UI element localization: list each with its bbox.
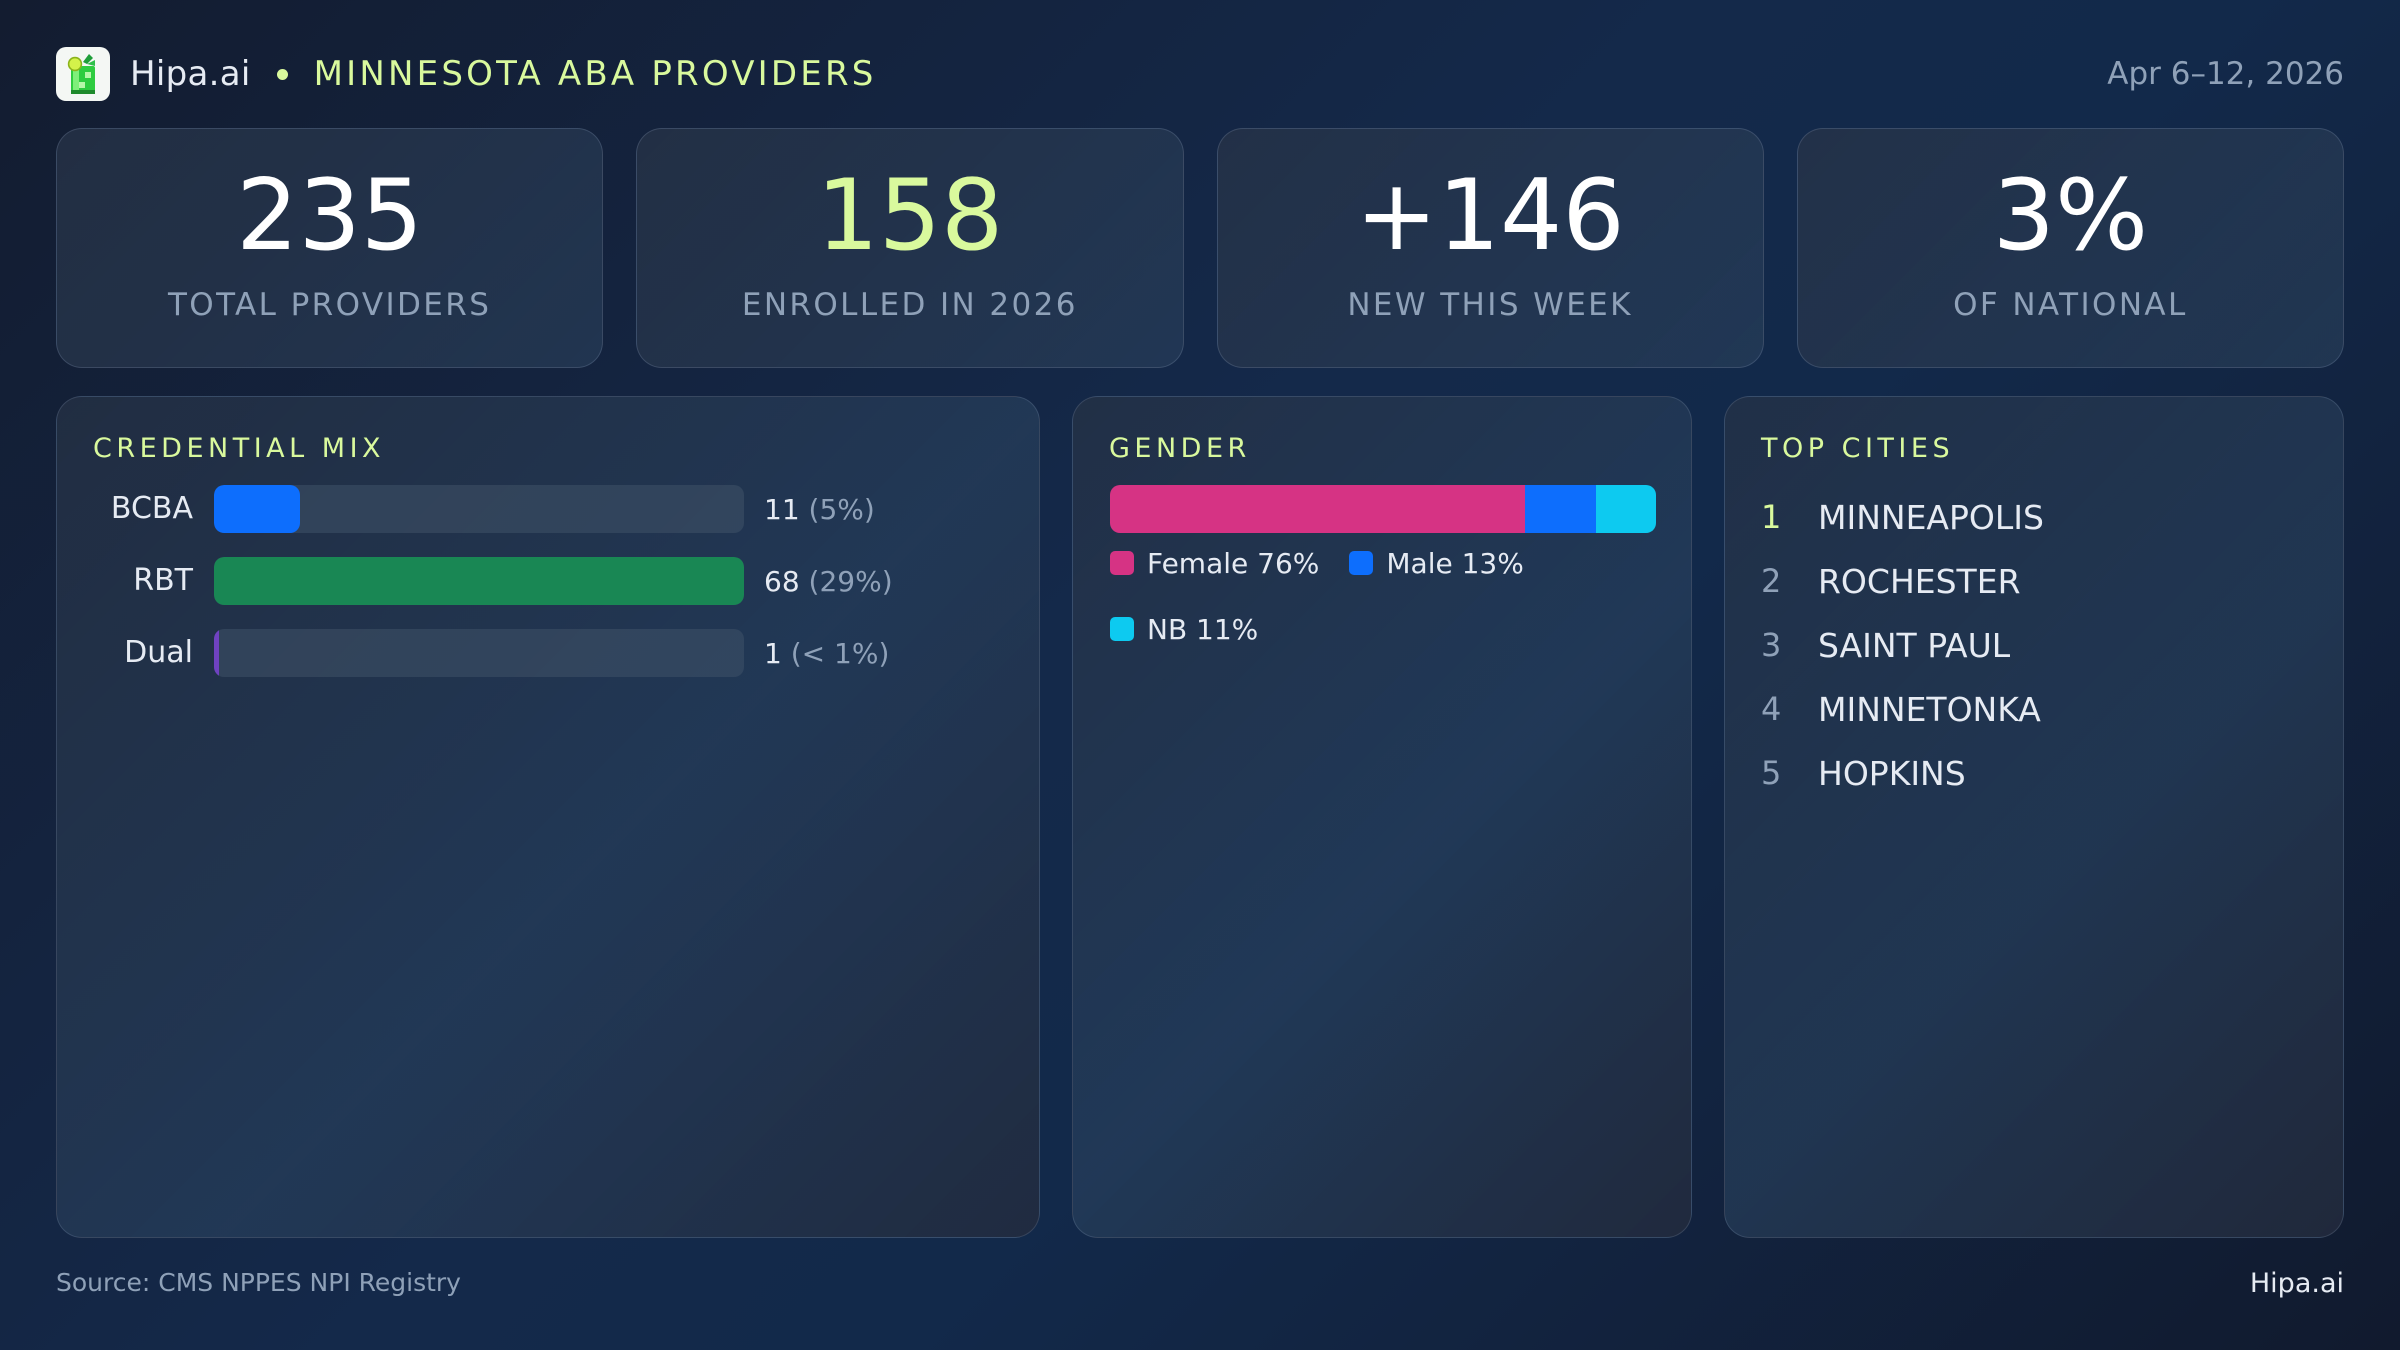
credential-count: 1 — [764, 637, 782, 670]
credential-row: Dual 1 (< 1%) — [57, 629, 1039, 677]
credential-count: 11 — [764, 493, 800, 526]
kpi-label: ENROLLED IN 2026 — [741, 287, 1078, 323]
panel-title: TOP CITIES — [1761, 433, 1955, 464]
credential-percent: (5%) — [808, 493, 875, 526]
gender-legend: Female 76% Male 13% NB 11% — [1110, 546, 1656, 646]
kpi-value: 3% — [1992, 159, 2149, 273]
bar-track — [214, 557, 744, 605]
gender-segment-female — [1110, 485, 1525, 533]
mojito-glass-icon — [56, 47, 110, 101]
header: Hipa.ai MINNESOTA ABA PROVIDERS Apr 6–12… — [56, 46, 2344, 102]
kpi-row: 235 TOTAL PROVIDERS 158 ENROLLED IN 2026… — [56, 128, 2344, 368]
gender-panel: GENDER Female 76% Male 13% NB 11% — [1072, 396, 1692, 1238]
city-name: ROCHESTER — [1818, 561, 2021, 601]
kpi-enrolled: 158 ENROLLED IN 2026 — [636, 128, 1184, 368]
list-item: 1 MINNEAPOLIS — [1761, 485, 2044, 549]
bar-fill — [214, 557, 744, 605]
list-item: 5 HOPKINS — [1761, 741, 2044, 805]
panel-title: GENDER — [1109, 433, 1251, 464]
legend-swatch — [1110, 551, 1134, 575]
kpi-label: OF NATIONAL — [1953, 287, 2188, 323]
city-name: SAINT PAUL — [1818, 625, 2011, 665]
credential-percent: (29%) — [808, 565, 893, 598]
panel-title: CREDENTIAL MIX — [93, 433, 386, 464]
list-item: 3 SAINT PAUL — [1761, 613, 2044, 677]
date-range: Apr 6–12, 2026 — [2107, 56, 2344, 92]
legend-item: NB 11% — [1110, 612, 1656, 646]
credential-value: 1 (< 1%) — [764, 637, 889, 670]
top-cities-panel: TOP CITIES 1 MINNEAPOLIS 2 ROCHESTER 3 SAINT … — [1724, 396, 2344, 1238]
legend-item: Male 13% — [1349, 546, 1524, 580]
credential-mix-panel: CREDENTIAL MIX BCBA 11 (5%) RBT 68 (29%) Dua… — [56, 396, 1040, 1238]
source-note: Source: CMS NPPES NPI Registry — [56, 1268, 461, 1297]
legend-swatch — [1349, 551, 1374, 575]
legend-label: NB 11% — [1147, 612, 1259, 646]
gender-segment-nb — [1595, 485, 1656, 533]
bar-track — [214, 485, 744, 533]
kpi-label: NEW THIS WEEK — [1347, 287, 1633, 323]
gender-segment-male — [1524, 485, 1596, 533]
city-name: MINNEAPOLIS — [1818, 497, 2044, 537]
city-list: 1 MINNEAPOLIS 2 ROCHESTER 3 SAINT PAUL 4 MINNET… — [1761, 485, 2044, 805]
city-name: HOPKINS — [1818, 753, 1966, 793]
credential-row: BCBA 11 (5%) — [57, 485, 1039, 533]
bar-fill — [214, 485, 300, 533]
credential-label: RBT — [133, 563, 193, 598]
credential-label: BCBA — [110, 491, 193, 526]
list-item: 4 MINNETONKA — [1761, 677, 2044, 741]
kpi-label: TOTAL PROVIDERS — [167, 287, 492, 323]
kpi-total-providers: 235 TOTAL PROVIDERS — [56, 128, 604, 368]
kpi-new-this-week: +146 NEW THIS WEEK — [1216, 128, 1764, 368]
bar-fill — [214, 629, 219, 677]
kpi-value: +146 — [1355, 159, 1625, 273]
legend-item: Female 76% — [1110, 546, 1320, 580]
city-rank: 3 — [1761, 626, 1782, 664]
credential-value: 68 (29%) — [764, 565, 893, 598]
separator-dot — [276, 68, 288, 80]
city-name: MINNETONKA — [1818, 689, 2041, 729]
city-rank: 5 — [1761, 754, 1782, 792]
page-title: MINNESOTA ABA PROVIDERS — [313, 54, 877, 94]
city-rank: 1 — [1761, 498, 1782, 536]
footer-brand: Hipa.ai — [2249, 1268, 2344, 1299]
city-rank: 4 — [1761, 690, 1782, 728]
gender-stacked-bar — [1110, 485, 1656, 533]
credential-row: RBT 68 (29%) — [57, 557, 1039, 605]
brand-name: Hipa.ai — [130, 54, 251, 94]
kpi-value: 235 — [236, 159, 424, 273]
credential-count: 68 — [764, 565, 800, 598]
kpi-of-national: 3% OF NATIONAL — [1796, 128, 2344, 368]
legend-label: Male 13% — [1386, 546, 1524, 580]
credential-value: 11 (5%) — [764, 493, 875, 526]
list-item: 2 ROCHESTER — [1761, 549, 2044, 613]
kpi-value: 158 — [816, 159, 1004, 273]
city-rank: 2 — [1761, 562, 1782, 600]
legend-swatch — [1110, 617, 1134, 641]
legend-label: Female 76% — [1147, 546, 1320, 580]
bar-track — [214, 629, 744, 677]
credential-label: Dual — [124, 635, 193, 670]
credential-percent: (< 1%) — [790, 637, 890, 670]
